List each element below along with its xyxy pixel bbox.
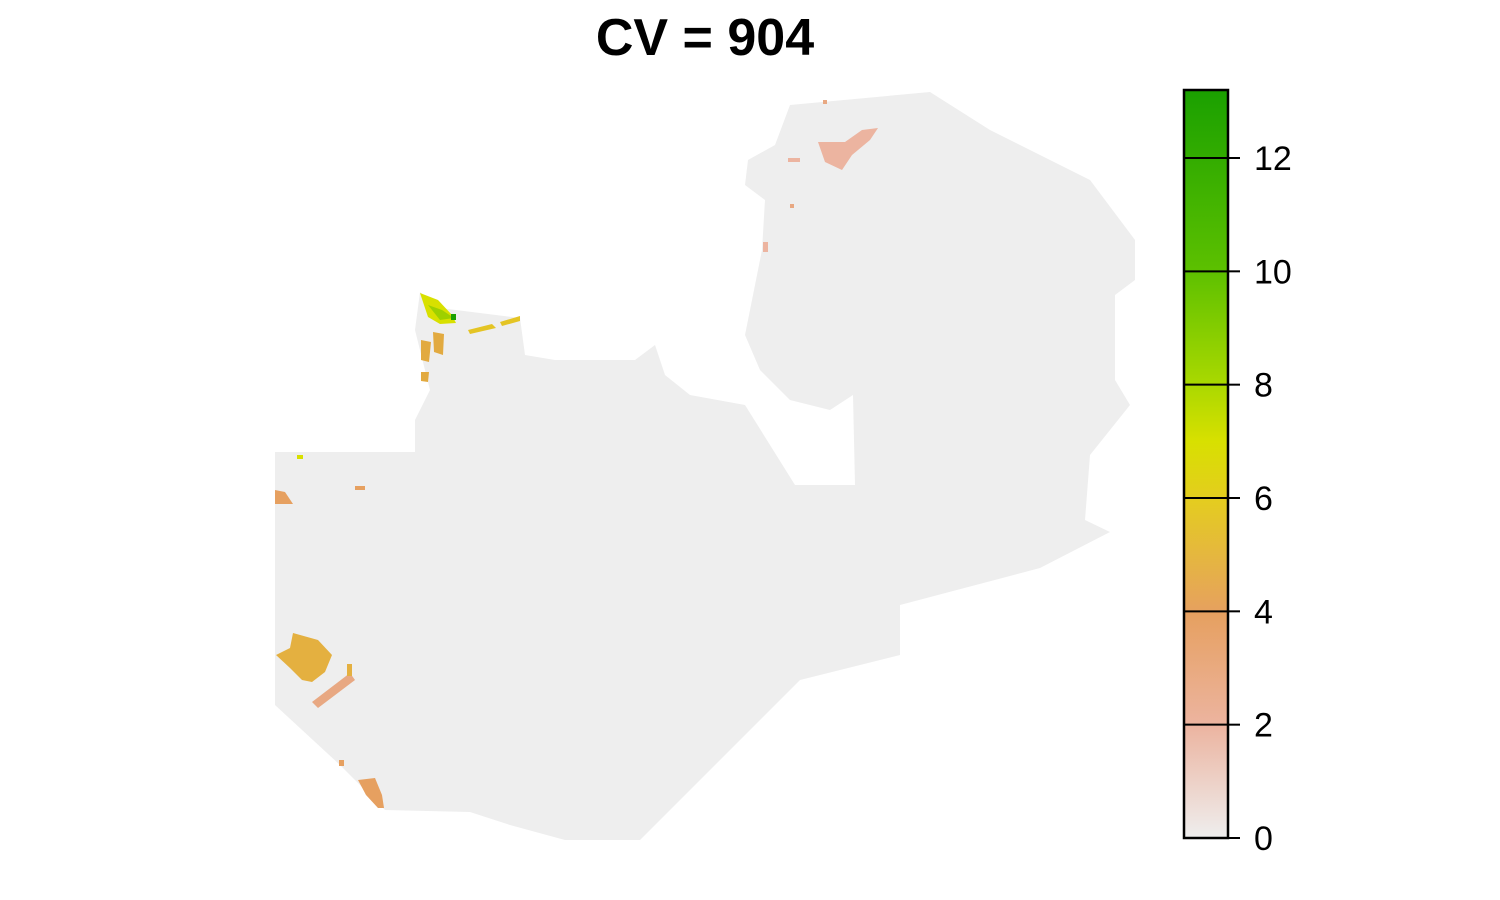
hotspot-north-west-drip xyxy=(421,332,444,382)
hotspot-south-west-cluster xyxy=(276,633,332,682)
hotspot-west xyxy=(275,490,293,504)
legend-tick-label: 12 xyxy=(1254,140,1292,178)
hotspot-north-east-dot-4 xyxy=(788,158,800,162)
hotspot-north-east xyxy=(818,128,878,170)
hotspot-north-east-dot-1 xyxy=(823,100,827,104)
country-region xyxy=(275,92,1135,840)
hotspot-south-west-dot xyxy=(347,664,352,676)
hotspot-south-west-band xyxy=(312,673,355,708)
legend-tick-label: 10 xyxy=(1254,253,1292,291)
legend-bar xyxy=(1182,88,1230,840)
plot-title: CV = 904 xyxy=(595,9,815,67)
legend-ticks: 0 2 4 6 8 10 12 xyxy=(1184,140,1292,858)
legend-tick-label: 4 xyxy=(1254,593,1273,631)
color-legend: 0 2 4 6 8 10 12 xyxy=(1182,88,1292,858)
hotspot-north-east-dot-2 xyxy=(790,204,794,208)
hotspot-north-west-core xyxy=(428,305,454,320)
legend-tick-label: 6 xyxy=(1254,480,1273,518)
legend-tick-label: 0 xyxy=(1254,820,1273,858)
hotspot-south-dot xyxy=(339,760,344,766)
hotspot-layer xyxy=(275,100,878,808)
hotspot-north-east-dot-3 xyxy=(763,242,768,252)
hotspot-north-west-peak xyxy=(451,314,456,320)
hotspot-north-west-streak xyxy=(468,316,520,334)
hotspot-south-tip xyxy=(358,778,384,808)
legend-tick-label: 8 xyxy=(1254,367,1273,405)
hotspot-west-dot-1 xyxy=(355,486,365,490)
hotspot-west-dot-2 xyxy=(297,455,303,459)
legend-tick-label: 2 xyxy=(1254,707,1273,745)
